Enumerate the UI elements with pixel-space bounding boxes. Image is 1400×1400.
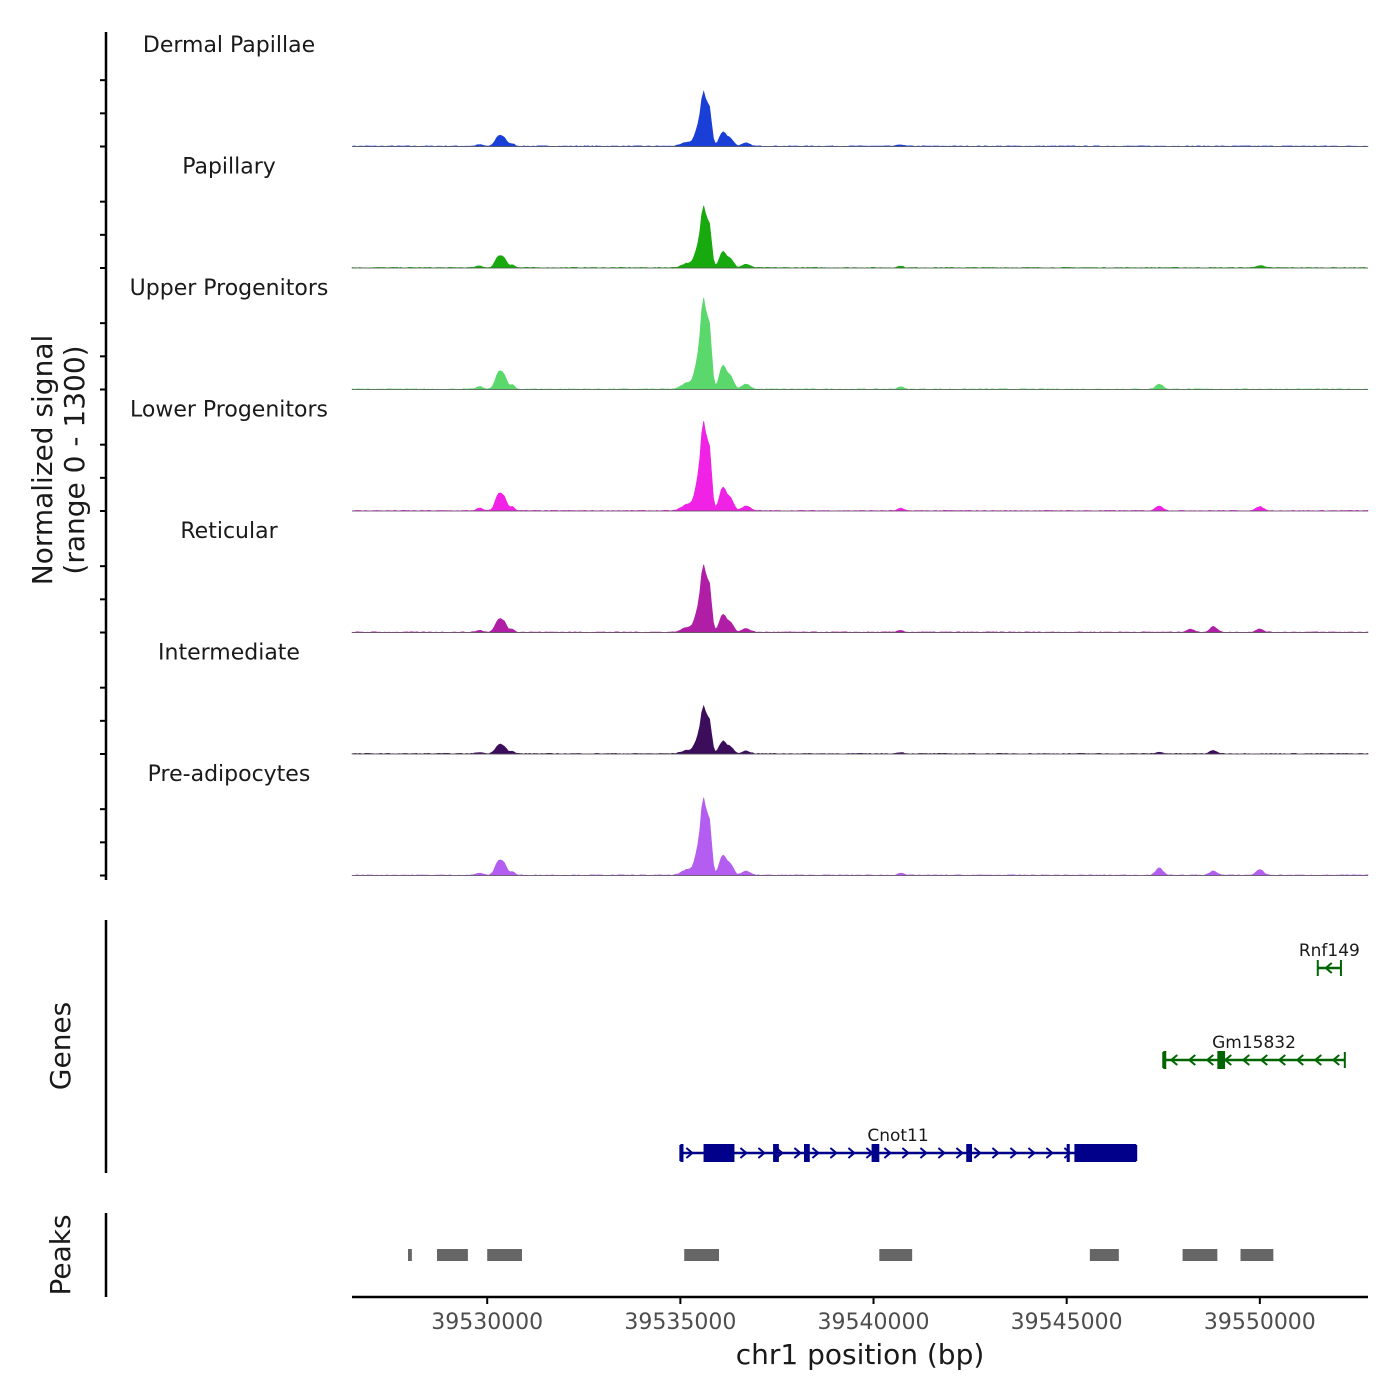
strand-arrow-icon xyxy=(901,1147,910,1159)
x-tick-label: 39540000 xyxy=(818,1310,930,1335)
peaks-y-axis-label: Peaks xyxy=(44,1214,77,1295)
signal-area-papillary xyxy=(351,205,1369,269)
strand-arrow-icon xyxy=(1259,1054,1268,1066)
x-tick-label: 39530000 xyxy=(431,1310,543,1335)
signal-area-reticular xyxy=(351,564,1369,633)
gene-label-cnot11: Cnot11 xyxy=(867,1126,928,1146)
x-axis: 39530000 39535000 39540000 39545000 39550000 xyxy=(352,1295,1368,1335)
strand-arrow-icon xyxy=(1295,1054,1304,1066)
strand-arrow-icon xyxy=(1223,1054,1232,1066)
gene-exon xyxy=(966,1144,973,1162)
gene-exon xyxy=(1074,1144,1137,1162)
strand-arrow-icon xyxy=(991,1147,1000,1159)
strand-arrow-icon xyxy=(1027,1147,1036,1159)
strand-arrow-icon xyxy=(793,1147,802,1159)
gene-exon xyxy=(1163,1051,1167,1069)
gene-label-rnf149: Rnf149 xyxy=(1299,941,1360,961)
signal-area-lower-progenitors xyxy=(351,420,1369,512)
peak-region xyxy=(408,1249,412,1261)
strand-arrow-icon xyxy=(973,1147,982,1159)
track-label: Pre-adipocytes xyxy=(148,762,311,787)
genes-y-axis-label: Genes xyxy=(44,1002,77,1090)
strand-arrow-icon xyxy=(829,1147,838,1159)
signal-y-axis xyxy=(100,32,108,880)
gene-exon xyxy=(703,1144,735,1162)
strand-arrow-icon xyxy=(919,1147,928,1159)
strand-arrow-icon xyxy=(1063,1147,1072,1159)
signal-y-axis-label-line2: (range 0 - 1300) xyxy=(58,345,91,574)
x-axis-label: chr1 position (bp) xyxy=(736,1338,985,1371)
peak-region xyxy=(1089,1249,1119,1261)
track-label: Upper Progenitors xyxy=(130,276,329,301)
strand-arrow-icon xyxy=(811,1147,820,1159)
gene-exon xyxy=(680,1144,684,1162)
strand-arrow-icon xyxy=(757,1147,766,1159)
signal-y-axis-label-line1: Normalized signal xyxy=(26,335,59,586)
strand-arrow-icon xyxy=(937,1147,946,1159)
strand-arrow-icon xyxy=(1169,1054,1178,1066)
strand-arrow-icon xyxy=(1331,1054,1340,1066)
gene-exon xyxy=(871,1144,880,1162)
strand-arrow-icon xyxy=(739,1147,748,1159)
strand-arrow-icon xyxy=(1241,1054,1250,1066)
strand-arrow-icon xyxy=(1313,1054,1322,1066)
peak-region xyxy=(1182,1249,1218,1261)
track-label: Papillary xyxy=(182,154,276,179)
x-tick-label: 39545000 xyxy=(1011,1310,1123,1335)
strand-arrow-icon xyxy=(883,1147,892,1159)
gene-label-gm15832: Gm15832 xyxy=(1212,1033,1296,1053)
track-label: Reticular xyxy=(180,519,278,544)
strand-arrow-icon xyxy=(847,1147,856,1159)
signal-area-intermediate xyxy=(351,704,1369,755)
signal-tracks: Dermal Papillae Papillary Upper Progenitor… xyxy=(130,33,1369,876)
signal-area-pre-adipocytes xyxy=(351,797,1369,876)
gene-exon xyxy=(1217,1051,1226,1069)
gene-exon xyxy=(773,1144,779,1162)
signal-area-dermal-papillae xyxy=(351,90,1369,147)
genes-track: Rnf149 Gm15832 Cnot11 xyxy=(679,941,1360,1162)
track-label: Dermal Papillae xyxy=(143,33,315,58)
signal-area-upper-progenitors xyxy=(351,297,1369,390)
strand-arrow-icon xyxy=(1205,1054,1214,1066)
peak-region xyxy=(684,1249,719,1261)
peak-region xyxy=(436,1249,468,1261)
track-label: Lower Progenitors xyxy=(130,397,328,422)
peak-region xyxy=(1240,1249,1274,1261)
strand-arrow-icon xyxy=(1277,1054,1286,1066)
x-tick-label: 39550000 xyxy=(1204,1310,1316,1335)
x-tick-label: 39535000 xyxy=(624,1310,736,1335)
strand-arrow-icon xyxy=(1324,962,1333,974)
gene-exon xyxy=(803,1144,810,1162)
strand-arrow-icon xyxy=(1009,1147,1018,1159)
peak-region xyxy=(879,1249,913,1261)
strand-arrow-icon xyxy=(955,1147,964,1159)
gene-exon xyxy=(1066,1144,1070,1162)
strand-arrow-icon xyxy=(1045,1147,1054,1159)
strand-arrow-icon xyxy=(685,1147,694,1159)
strand-arrow-icon xyxy=(1187,1054,1196,1066)
peaks-track xyxy=(408,1249,1274,1261)
track-label: Intermediate xyxy=(158,640,300,665)
peak-region xyxy=(487,1249,522,1261)
